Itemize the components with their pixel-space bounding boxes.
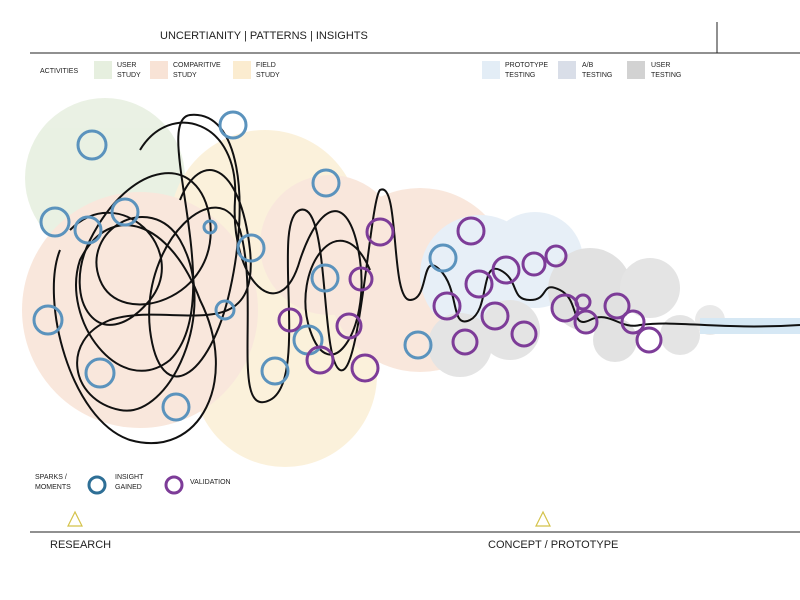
insight-icon (87, 475, 107, 495)
circle (310, 263, 340, 293)
circle (84, 357, 116, 389)
circle (350, 353, 380, 383)
circle (311, 168, 341, 198)
legend-text: FIELD (256, 62, 276, 69)
circle (260, 356, 290, 386)
phase-label: CONCEPT / PROTOTYPE (488, 539, 618, 551)
circle (573, 309, 599, 335)
circle (39, 206, 71, 238)
swatch (150, 61, 168, 79)
swatch (627, 61, 645, 79)
circle (451, 328, 479, 356)
design-squiggle (52, 113, 800, 445)
circle (110, 197, 140, 227)
circle (214, 299, 236, 321)
circle (491, 255, 521, 285)
circle (480, 301, 510, 331)
legend-text: TESTING (651, 72, 681, 79)
validation-icon (164, 475, 184, 495)
legend-text: PROTOTYPE (505, 62, 548, 69)
legend-text: STUDY (117, 72, 141, 79)
circle (277, 307, 303, 333)
circle (348, 266, 374, 292)
header-title: UNCERTIANITY | PATTERNS | INSIGHTS (160, 30, 368, 42)
circle (603, 292, 631, 320)
legend-text: STUDY (256, 72, 280, 79)
activity-blobs (22, 98, 800, 467)
circle (335, 312, 363, 340)
circle (428, 243, 458, 273)
circle (432, 291, 462, 321)
sparks-label: SPARKS / (35, 474, 67, 481)
activities-label: ACTIVITIES (40, 68, 78, 75)
legend-text: COMPARITIVE (173, 62, 221, 69)
phase-marker (67, 510, 83, 527)
validation-circles (277, 216, 663, 383)
activities-legend: USER STUDY COMPARITIVE STUDY FIELD STUDY… (94, 61, 681, 79)
circle (548, 248, 632, 332)
circle (510, 320, 538, 348)
legend-text: TESTING (505, 72, 535, 79)
legend-text: USER (117, 62, 136, 69)
circle (620, 309, 646, 335)
swatch (233, 61, 251, 79)
legend-text: TESTING (582, 72, 612, 79)
circle (521, 251, 547, 277)
circle (480, 300, 540, 360)
swatch (94, 61, 112, 79)
circle (544, 244, 568, 268)
circle (305, 345, 335, 375)
phase-marker (535, 510, 551, 527)
legend-text: STUDY (173, 72, 197, 79)
squiggle-stroke (139, 121, 371, 356)
circle (620, 258, 680, 318)
circle (464, 269, 494, 299)
circle (593, 318, 637, 362)
swatch (558, 61, 576, 79)
circle (73, 215, 103, 245)
circle (365, 217, 395, 247)
legend-text: VALIDATION (190, 479, 231, 486)
circle (403, 330, 433, 360)
sparks-label: MOMENTS (35, 484, 71, 491)
circle (218, 110, 248, 140)
legend-text: GAINED (115, 484, 142, 491)
swatch (482, 61, 500, 79)
circle (456, 216, 486, 246)
squiggle-stroke (69, 169, 252, 412)
squiggle-stroke (52, 113, 800, 445)
circle (202, 219, 218, 235)
insight-circles (32, 110, 458, 422)
circle (428, 313, 492, 377)
legend-text: INSIGHT (115, 474, 144, 481)
circle (161, 392, 191, 422)
circle (574, 293, 592, 311)
circle (660, 315, 700, 355)
circle (32, 304, 64, 336)
circle (76, 129, 108, 161)
phase-label: RESEARCH (50, 539, 111, 551)
circle (635, 326, 663, 354)
circle (236, 233, 266, 263)
legend-text: USER (651, 62, 670, 69)
legend-text: A/B (582, 62, 594, 69)
